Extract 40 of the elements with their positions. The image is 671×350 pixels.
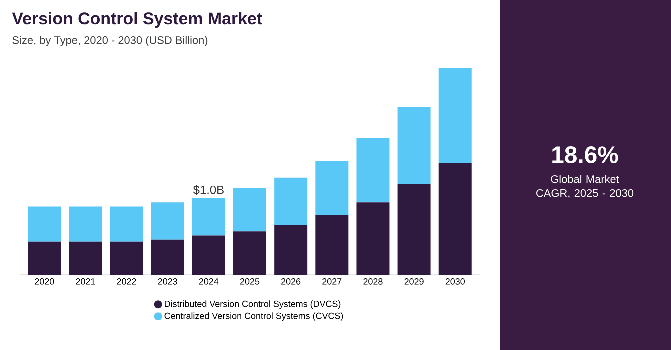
bar [274,178,308,226]
bar [356,202,390,275]
x-tick-label: 2030 [446,278,465,285]
bar [28,242,62,275]
x-tick-label: 2022 [117,278,136,285]
x-tick-label: 2020 [35,278,54,285]
bar [274,225,308,275]
bar [151,202,184,240]
bar [192,236,226,275]
x-tick-label: 2021 [76,278,96,285]
bar [398,108,431,184]
x-tick-label: 2029 [404,278,424,285]
bar [356,138,390,203]
bar [69,206,102,242]
bar [316,161,349,216]
bar [316,215,349,275]
bar [234,188,267,232]
bar [110,242,144,275]
text: 18.6% [552,146,618,164]
bar [28,206,62,242]
legend-label: Distributed Version Control Systems (DVCS) [165,300,341,310]
bar [151,240,184,275]
bar [110,206,144,242]
bar [398,184,431,275]
annotation: $1.0B [193,185,224,195]
x-tick-label: 2028 [364,278,383,285]
bar [234,232,267,275]
x-tick-label: 2025 [240,278,260,285]
bar [69,242,102,275]
x-tick-label: 2027 [322,278,342,285]
chart-subtitle: Size, by Type, 2020 - 2030 (USD Billion) [12,36,208,46]
text: Global Market CAGR, 2025 - 2030 [536,175,634,198]
x-tick-label: 2026 [282,278,301,285]
x-tick-label: 2024 [199,278,219,285]
legend-label: Centralized Version Control Systems (CVCS) [164,312,344,322]
bar [438,68,472,164]
bar [438,163,472,275]
bar [192,198,226,236]
x-tick-label: 2023 [158,278,178,285]
chart-title: Version Control System Market [12,12,262,28]
